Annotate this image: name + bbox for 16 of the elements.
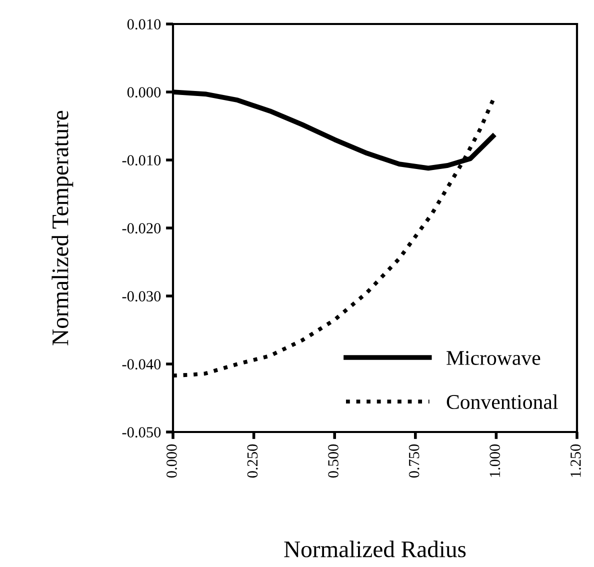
x-tick-label: 0.500 <box>328 444 338 478</box>
y-tick-label: -0.050 <box>122 427 161 438</box>
x-tick-label: 0.250 <box>247 444 258 478</box>
y-tick-label: -0.030 <box>122 291 161 302</box>
x-tick-label: 1.000 <box>490 444 500 477</box>
y-tick-label: -0.040 <box>122 359 161 370</box>
x-tick-label: 1.250 <box>570 444 581 477</box>
y-tick-label: -0.020 <box>122 223 161 234</box>
x-tick-label: 0.750 <box>408 444 420 478</box>
y-axis-title: Normalized Temperature <box>52 110 74 346</box>
y-tick-label: -0.010 <box>122 155 161 166</box>
y-tick-label: 0.000 <box>127 87 161 98</box>
x-axis-title: Normalized Radius <box>284 540 466 558</box>
legend-label: Conventional <box>446 394 558 410</box>
legend-label: Microwave <box>446 350 540 365</box>
y-tick-label: 0.010 <box>127 19 161 30</box>
